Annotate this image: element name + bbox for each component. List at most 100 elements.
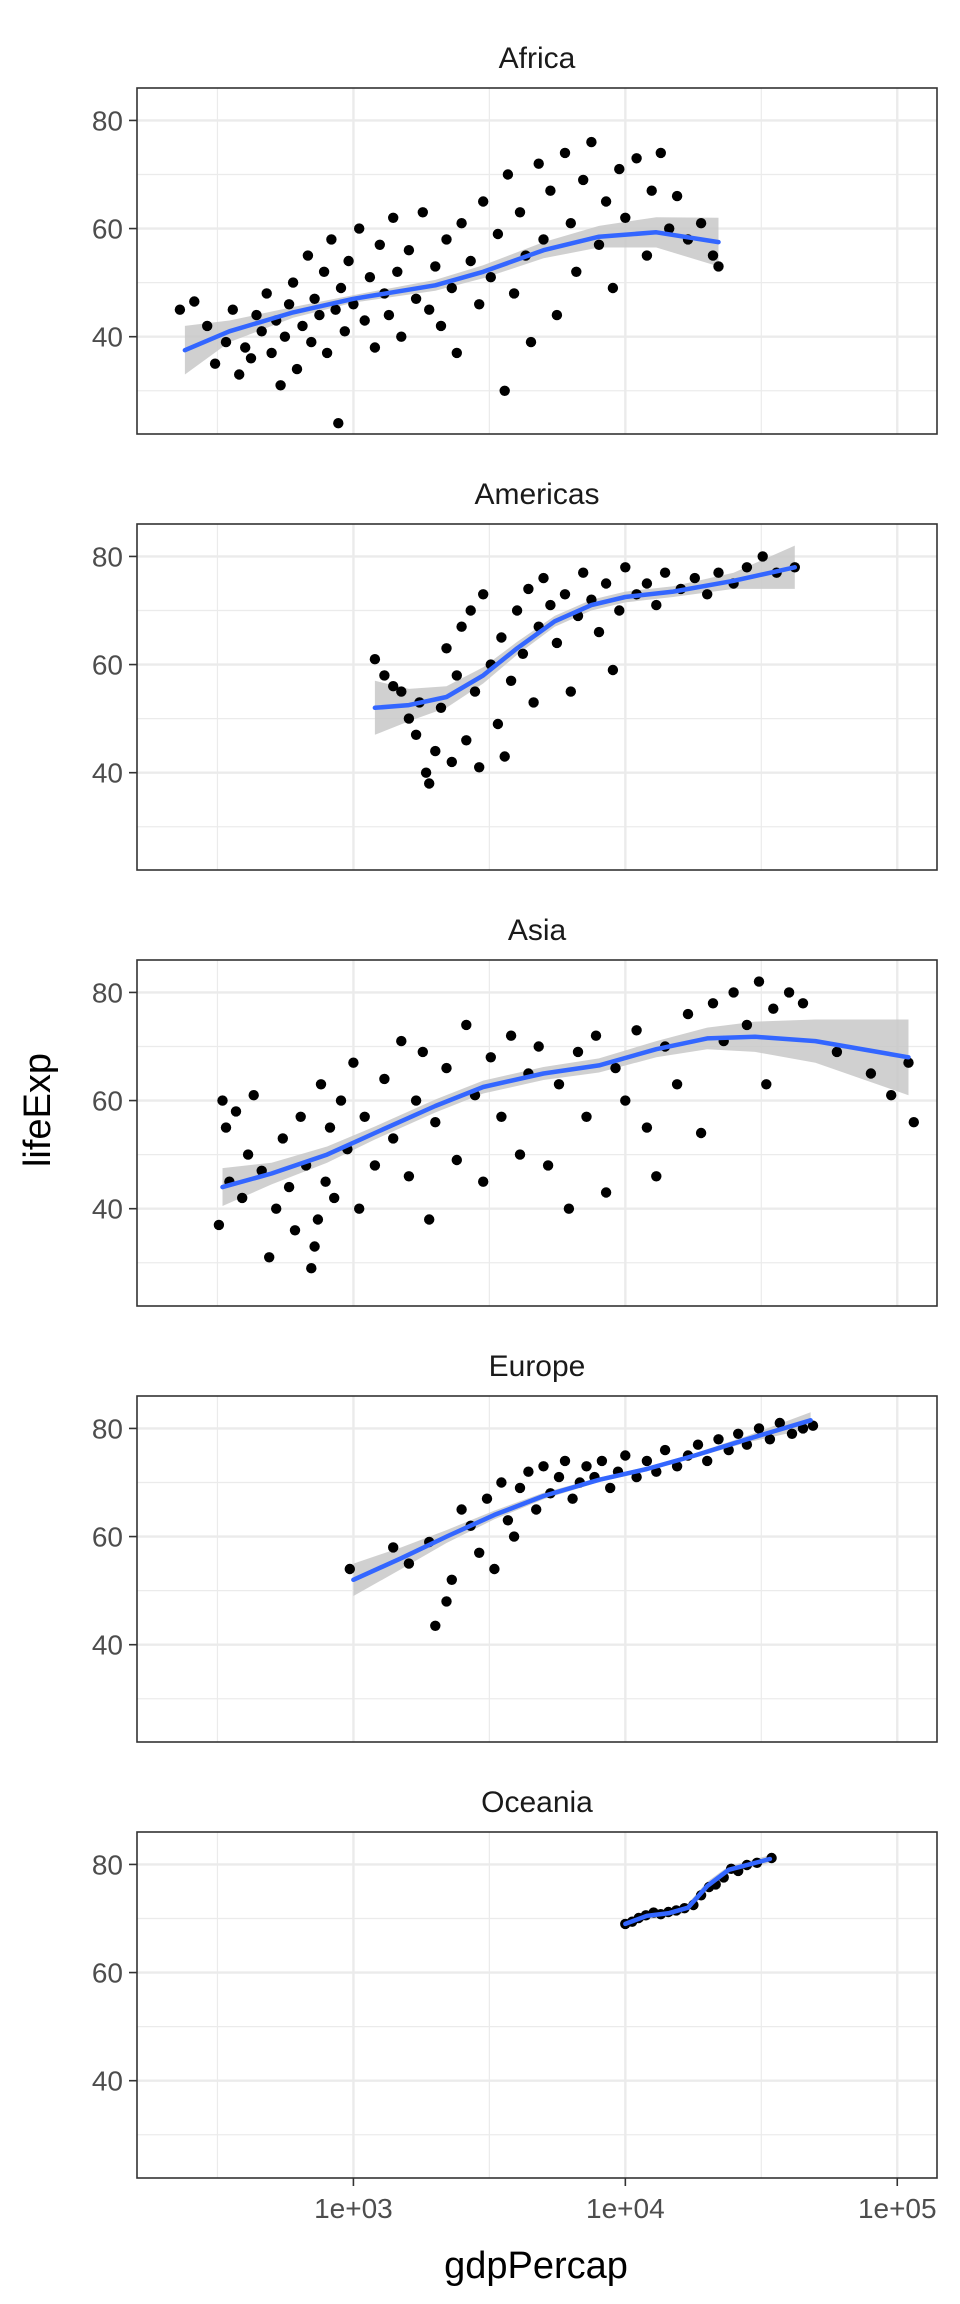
facet-strip-label: Oceania bbox=[481, 1786, 593, 1819]
data-point bbox=[651, 1171, 662, 1182]
data-point bbox=[220, 336, 232, 348]
data-point bbox=[430, 1620, 441, 1632]
data-point bbox=[533, 1041, 544, 1052]
data-point bbox=[728, 987, 739, 998]
data-point bbox=[559, 1455, 571, 1467]
data-point bbox=[441, 643, 452, 654]
data-point bbox=[461, 735, 472, 746]
data-point bbox=[502, 169, 514, 180]
smooth-line bbox=[623, 1856, 773, 1927]
data-point bbox=[227, 304, 238, 315]
data-point bbox=[320, 1176, 331, 1187]
data-point bbox=[465, 605, 476, 616]
data-point bbox=[339, 326, 350, 337]
y-tick-label: 60 bbox=[92, 650, 123, 681]
data-point bbox=[335, 282, 347, 294]
data-point bbox=[489, 1563, 500, 1575]
data-point bbox=[753, 1423, 765, 1434]
data-point bbox=[388, 1542, 399, 1553]
data-point bbox=[655, 147, 666, 159]
data-point bbox=[631, 1471, 642, 1483]
data-point bbox=[689, 572, 700, 584]
y-tick-label: 40 bbox=[92, 1630, 123, 1661]
panel-background bbox=[137, 960, 937, 1306]
data-point bbox=[306, 1263, 317, 1274]
data-point bbox=[383, 309, 395, 321]
y-tick-label: 80 bbox=[92, 1413, 123, 1444]
data-point bbox=[741, 562, 753, 573]
data-point bbox=[410, 293, 422, 304]
data-point bbox=[329, 1192, 340, 1204]
facet-strip-label: Asia bbox=[508, 914, 567, 947]
data-point bbox=[364, 272, 376, 283]
data-point bbox=[786, 1428, 798, 1440]
panel-border bbox=[136, 87, 938, 435]
data-point bbox=[610, 1062, 621, 1074]
data-point bbox=[741, 1019, 753, 1031]
data-point bbox=[571, 266, 582, 277]
data-point bbox=[456, 218, 467, 229]
data-point bbox=[333, 418, 344, 429]
data-point bbox=[396, 686, 407, 697]
data-point bbox=[563, 1203, 575, 1214]
data-point bbox=[451, 1154, 462, 1166]
data-point bbox=[314, 309, 325, 321]
data-point bbox=[600, 196, 612, 207]
data-point bbox=[461, 1019, 472, 1031]
facet-panel: Europe 40 60 80 bbox=[92, 1350, 938, 1743]
data-point bbox=[542, 1160, 554, 1171]
data-point bbox=[559, 147, 571, 159]
data-point bbox=[671, 190, 683, 202]
data-point bbox=[641, 250, 653, 261]
data-point bbox=[646, 185, 657, 196]
x-tick-label: 1e+03 bbox=[314, 2193, 393, 2224]
data-point bbox=[600, 1187, 612, 1198]
data-point bbox=[514, 1482, 526, 1494]
data-point bbox=[514, 1149, 526, 1160]
data-point bbox=[651, 599, 662, 611]
data-point bbox=[551, 309, 563, 321]
data-point bbox=[807, 1420, 819, 1431]
data-point bbox=[410, 1095, 422, 1106]
data-point bbox=[774, 1417, 785, 1429]
data-point bbox=[614, 163, 625, 175]
panel-background bbox=[137, 1832, 937, 2178]
data-point bbox=[553, 1079, 565, 1090]
data-point bbox=[659, 567, 671, 578]
data-point bbox=[446, 756, 457, 768]
y-tick-label: 40 bbox=[92, 322, 123, 353]
data-point bbox=[523, 583, 534, 595]
data-point bbox=[302, 250, 314, 261]
data-point bbox=[441, 1596, 452, 1607]
data-point bbox=[607, 664, 619, 676]
confidence-ribbon bbox=[222, 1019, 909, 1206]
data-point bbox=[348, 1057, 359, 1068]
data-point bbox=[586, 136, 597, 148]
y-tick-label: 40 bbox=[92, 1194, 123, 1225]
facet-strip-label: Europe bbox=[489, 1350, 586, 1383]
confidence-ribbon bbox=[353, 1412, 811, 1596]
data-point bbox=[641, 1455, 653, 1467]
facet-panel: Asia 40 60 80 bbox=[92, 914, 938, 1307]
data-point bbox=[446, 1574, 457, 1586]
data-point bbox=[797, 1423, 809, 1434]
data-point bbox=[309, 1241, 320, 1252]
data-point bbox=[565, 218, 576, 229]
data-point bbox=[702, 589, 713, 600]
data-point bbox=[559, 589, 571, 600]
data-point bbox=[553, 1471, 565, 1483]
data-point bbox=[692, 1439, 704, 1450]
data-point bbox=[283, 1181, 295, 1193]
data-point bbox=[403, 245, 415, 256]
data-point bbox=[538, 1461, 549, 1472]
data-point bbox=[354, 223, 365, 234]
data-point bbox=[671, 1461, 683, 1472]
data-point bbox=[565, 686, 576, 697]
data-point bbox=[768, 1003, 779, 1014]
data-point bbox=[424, 1214, 435, 1225]
data-point bbox=[492, 718, 504, 730]
x-tick-label: 1e+05 bbox=[858, 2193, 937, 2224]
data-point bbox=[388, 681, 399, 692]
data-point bbox=[435, 320, 447, 332]
